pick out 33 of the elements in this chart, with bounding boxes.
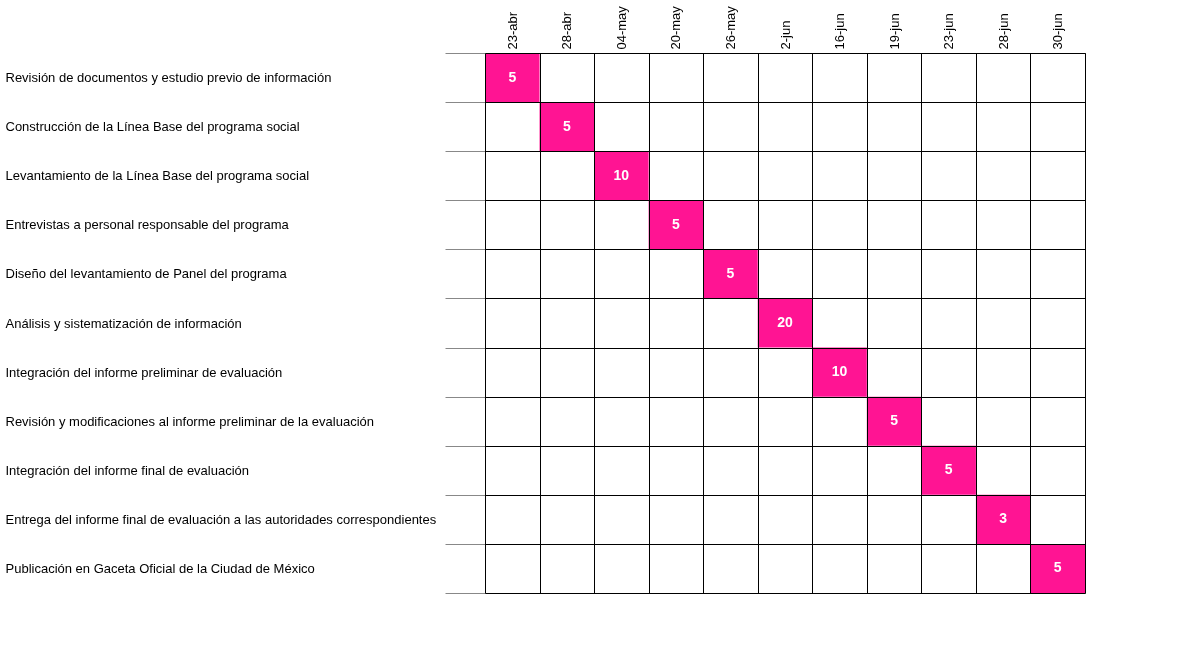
x-tick-label: 04-may [613, 5, 629, 50]
y-tick-label: Análisis y sistematización de información [5, 315, 242, 331]
data-label: 5 [562, 117, 571, 134]
x-tick-label: 16-jun [832, 13, 848, 50]
y-tick-label: Publicación en Gaceta Oficial de la Ciudad de México [5, 560, 315, 576]
data-label: 10 [831, 363, 848, 380]
data-label: 5 [672, 215, 681, 232]
y-tick-label: Revisión de documentos y estudio previo de información [5, 70, 332, 86]
y-tick-label: Integración del informe final de evaluación [5, 462, 250, 478]
y-tick-label: Entrevistas a personal responsable del programa [5, 217, 290, 233]
x-tick-label: 28-abr [559, 11, 575, 50]
x-tick-label: 23-abr [504, 11, 520, 50]
y-tick-label: Revisión y modificaciones al informe preliminar de la evaluación [5, 413, 375, 429]
data-label: 5 [726, 264, 735, 281]
data-label: 3 [999, 510, 1008, 527]
data-label: 10 [613, 166, 630, 183]
y-tick-label: Integración del informe preliminar de evaluación [5, 364, 283, 380]
data-label: 5 [508, 68, 517, 85]
x-tick-label: 26-may [722, 5, 738, 50]
x-tick-label: 30-jun [1050, 13, 1066, 50]
y-tick-label: Diseño del levantamiento de Panel del programa [5, 266, 288, 282]
x-tick-label: 20-may [668, 5, 684, 50]
y-tick-label: Construcción de la Línea Base del programa social [5, 119, 300, 135]
data-label: 5 [1053, 559, 1062, 576]
x-tick-label: 2-jun [777, 20, 793, 50]
x-tick-label: 19-jun [886, 13, 902, 50]
y-tick-label: Entrega del informe final de evaluación a las autoridades correspondientes [5, 511, 437, 527]
data-label: 5 [944, 461, 953, 478]
x-tick-label: 28-jun [995, 13, 1011, 50]
data-label: 5 [890, 412, 899, 429]
data-label: 20 [777, 314, 793, 330]
y-tick-label: Levantamiento de la Línea Base del programa social [5, 168, 310, 184]
x-tick-label: 23-jun [941, 13, 957, 50]
